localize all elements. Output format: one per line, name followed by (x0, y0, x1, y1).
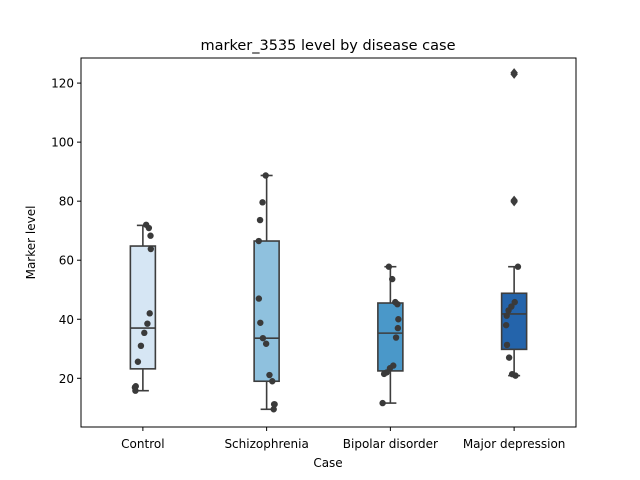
x-tick-label-major-depression: Major depression (463, 437, 566, 451)
outlier-major-depression-1 (510, 195, 518, 205)
y-tick-label-120: 120 (51, 77, 74, 91)
points-bipolar-disorder (379, 263, 402, 407)
axes-frame (80, 57, 577, 428)
point-schizophrenia-2 (256, 216, 264, 224)
point-bipolar-disorder-0 (385, 263, 393, 270)
points-schizophrenia (255, 172, 278, 413)
point-major-depression-3 (505, 307, 512, 314)
y-tick-label-60: 60 (59, 254, 74, 268)
point-bipolar-disorder-4 (395, 316, 402, 323)
point-schizophrenia-8 (266, 371, 273, 379)
point-major-depression-9 (512, 372, 519, 379)
point-schizophrenia-9 (269, 378, 276, 385)
point-schizophrenia-11 (271, 401, 278, 408)
outlier-major-depression-3 (510, 68, 518, 78)
box-schizophrenia (253, 240, 280, 383)
point-control-4 (146, 310, 153, 317)
point-control-11 (132, 387, 139, 394)
point-schizophrenia-12 (270, 406, 277, 413)
point-bipolar-disorder-11 (379, 399, 386, 407)
point-schizophrenia-0 (262, 172, 269, 179)
point-schizophrenia-4 (255, 295, 263, 302)
point-major-depression-4 (503, 312, 510, 319)
point-schizophrenia-1 (259, 199, 266, 206)
point-control-7 (137, 342, 145, 350)
x-tick-label-control: Control (121, 437, 164, 451)
points-major-depression (502, 263, 522, 379)
point-schizophrenia-3 (255, 237, 262, 245)
point-major-depression-1 (511, 298, 518, 306)
point-bipolar-disorder-3 (394, 300, 401, 308)
point-major-depression-7 (505, 354, 513, 361)
point-schizophrenia-7 (262, 340, 270, 347)
chart-title: marker_3535 level by disease case (201, 38, 456, 54)
point-schizophrenia-6 (259, 334, 267, 342)
box-group-schizophrenia (253, 174, 280, 411)
box-control (129, 245, 157, 370)
point-control-5 (144, 320, 151, 327)
x-tick-label-schizophrenia: Schizophrenia (224, 437, 308, 451)
point-major-depression-5 (502, 321, 510, 329)
point-control-2 (147, 232, 154, 239)
point-bipolar-disorder-6 (392, 334, 400, 341)
box-group-control (129, 224, 157, 392)
y-tick-label-80: 80 (59, 195, 74, 209)
point-control-8 (134, 358, 142, 365)
point-schizophrenia-5 (257, 319, 264, 326)
point-bipolar-disorder-10 (380, 370, 388, 378)
plot-area (129, 68, 528, 413)
points-control (131, 221, 155, 394)
y-tick-label-40: 40 (59, 313, 74, 327)
point-control-3 (147, 245, 155, 253)
y-axis-label: Marker level (24, 206, 38, 280)
x-axis-label: Case (313, 456, 342, 470)
point-bipolar-disorder-5 (394, 324, 402, 332)
x-tick-label-bipolar-disorder: Bipolar disorder (343, 437, 438, 451)
point-control-1 (145, 224, 153, 232)
point-major-depression-6 (503, 341, 511, 349)
point-control-6 (141, 329, 148, 337)
point-bipolar-disorder-1 (389, 275, 396, 283)
point-major-depression-0 (514, 263, 522, 270)
y-tick-label-20: 20 (59, 372, 74, 386)
y-tick-label-100: 100 (51, 136, 74, 150)
